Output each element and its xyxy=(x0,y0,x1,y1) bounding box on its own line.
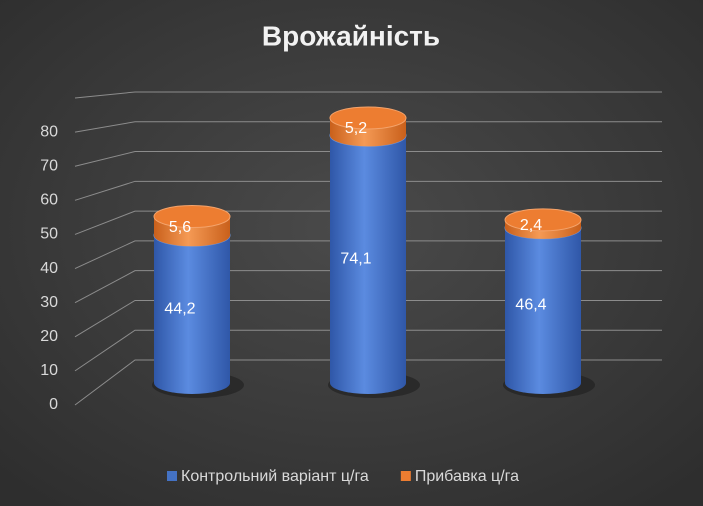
grid-line xyxy=(74,180,662,201)
cylinder-top xyxy=(153,205,231,229)
data-label: 5,2 xyxy=(345,120,367,137)
y-tick-label: 60 xyxy=(40,192,58,209)
y-tick-label: 20 xyxy=(40,328,58,345)
grid-line xyxy=(74,91,662,99)
grid-line xyxy=(74,359,662,406)
y-tick-label: 30 xyxy=(40,294,58,311)
grid-line xyxy=(74,270,662,304)
bar xyxy=(505,227,581,383)
legend-swatch xyxy=(400,471,411,481)
legend-label: Контрольний варіант ц/га xyxy=(181,468,369,485)
data-label: 44,2 xyxy=(164,300,195,317)
data-label: 46,4 xyxy=(515,297,546,314)
cylinder-top xyxy=(504,208,582,232)
data-label: 2,4 xyxy=(520,217,542,234)
data-label: 5,6 xyxy=(169,219,191,236)
data-label: 74,1 xyxy=(340,250,371,267)
bar xyxy=(154,235,230,383)
cylinder-top xyxy=(329,106,407,130)
y-tick-label: 40 xyxy=(40,260,58,277)
bar xyxy=(330,135,406,383)
grid-line xyxy=(74,240,662,270)
grid-line xyxy=(74,210,662,235)
legend-swatch xyxy=(167,471,177,481)
y-tick-label: 70 xyxy=(40,157,58,174)
y-tick-label: 10 xyxy=(40,362,58,379)
legend-label: Прибавка ц/га xyxy=(415,468,519,485)
y-tick-label: 0 xyxy=(49,396,58,413)
grid-line xyxy=(74,299,662,338)
grid-line xyxy=(74,151,662,167)
y-tick-label: 50 xyxy=(40,226,58,243)
y-tick-label: 80 xyxy=(40,123,58,140)
chart-title: Врожайність xyxy=(262,20,440,51)
grid-line xyxy=(74,121,662,133)
grid-line xyxy=(74,329,662,372)
